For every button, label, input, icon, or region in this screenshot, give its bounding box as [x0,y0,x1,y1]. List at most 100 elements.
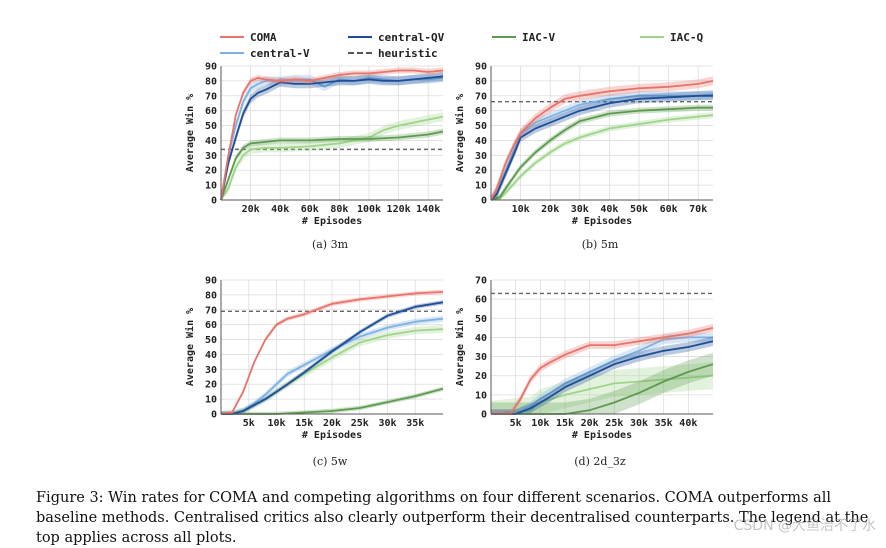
3m-xtick-60k: 60k [301,204,319,215]
subcaption-3m: (a) 3m [311,238,349,251]
subcaption-5m: (b) 5m [581,238,619,251]
5w-xtick-20k: 20k [323,418,341,429]
legend-swatch-heuristic [348,52,372,54]
5m-ytick-30: 30 [475,151,487,162]
3m-ytick-70: 70 [205,91,217,102]
legend-item-central-qv: central-QV [348,30,444,44]
5m-ytick-70: 70 [475,91,487,102]
3m-xtick-40k: 40k [271,204,289,215]
5m-line-coma [490,80,714,201]
5w-xlabel: # Episodes [302,429,362,441]
3m-ytick-30: 30 [205,151,217,162]
3m-xtick-80k: 80k [330,204,348,215]
3m-xtick-140k: 140k [416,204,440,215]
5w-ylabel: Average Win % [184,308,196,386]
2d-3z-xtick-35k: 35k [655,418,673,429]
3m-line-coma [220,69,444,201]
chart-5m: 0 10 20 30 40 50 60 70 80 90 10k 20k 30k 40k 50k 60k 70k… [448,60,748,260]
2d-3z-ytick-0: 0 [481,410,487,421]
5w-ytick-10: 10 [205,395,217,406]
3m-xtick-20k: 20k [242,204,260,215]
5m-line-central-qv [490,94,713,201]
5w-ytick-20: 20 [205,380,217,391]
2d-3z-xtick-25k: 25k [605,418,623,429]
2d-3z-xlabel: # Episodes [572,429,632,441]
2d-3z-band-central-qv [491,336,713,414]
5w-ytick-50: 50 [205,335,217,346]
5w-xtick-30k: 30k [378,418,396,429]
legend-swatch-central-qv [348,36,372,38]
2d-3z-xtick-10k: 10k [531,418,549,429]
legend: COMA central-V central-QV heuristic IAC-… [220,30,740,60]
legend-label-iac-v: IAC-V [522,30,556,44]
legend-item-central-v: central-V [220,46,310,60]
legend-item-coma: COMA [220,30,277,44]
5w-xtick-10k: 10k [267,418,285,429]
subcaption-2d-3z: (d) 2d_3z [574,455,626,468]
5m-line-iac-q [490,114,714,201]
5m-line-central-v [490,93,714,201]
5w-line-coma [220,291,444,415]
2d-3z-xtick-20k: 20k [581,418,599,429]
2d-3z-xtick-30k: 30k [630,418,648,429]
5m-ytick-50: 50 [475,121,487,132]
legend-label-heuristic: heuristic [378,46,438,60]
3m-ytick-20: 20 [205,166,217,177]
5m-band-coma [491,76,713,200]
subcaption-5w: (c) 5w [312,455,348,468]
legend-label-central-qv: central-QV [378,30,445,44]
5m-ytick-40: 40 [475,136,487,147]
3m-ytick-0: 0 [211,196,217,207]
chart-5w: 0 10 20 30 40 50 60 70 80 90 5k 10k 15k 20k 25k 30k 35k #… [178,274,478,474]
5m-ylabel: Average Win % [454,94,466,172]
5w-xtick-35k: 35k [406,418,424,429]
5m-xtick-30k: 30k [571,204,589,215]
5m-xtick-40k: 40k [600,204,618,215]
legend-swatch-iac-q [640,36,664,38]
5m-line-iac-v [490,106,713,201]
5m-ytick-60: 60 [475,106,487,117]
figure-caption: Figure 3: Win rates for COMA and competi… [36,490,869,546]
5m-band-iac-q [491,112,713,200]
chart-2d-3z-svg: 0 10 20 30 40 50 60 70 5k 10k 15k 20k 25k 30k 35k 40k # … [454,276,714,441]
chart-5w-svg: 0 10 20 30 40 50 60 70 80 90 5k 10k 15k 20k 25k 30k 35k #… [184,276,444,441]
legend-item-iac-v: IAC-V [492,30,555,44]
2d-3z-ytick-50: 50 [475,314,487,325]
5w-ytick-30: 30 [205,365,217,376]
5w-ytick-70: 70 [205,305,217,316]
legend-label-iac-q: IAC-Q [670,30,704,44]
5m-xtick-10k: 10k [512,204,530,215]
chart-3m: 0 10 20 30 40 50 60 70 80 90 20k 40k 60k 80k 100k 120k 1… [178,60,478,260]
2d-3z-ytick-30: 30 [475,352,487,363]
legend-item-iac-q: IAC-Q [640,30,703,44]
5w-xtick-25k: 25k [351,418,369,429]
5m-xtick-20k: 20k [541,204,559,215]
5m-ytick-0: 0 [481,196,487,207]
5w-ytick-90: 90 [205,276,217,287]
3m-ytick-40: 40 [205,136,217,147]
5m-ytick-90: 90 [475,62,487,73]
2d-3z-ytick-20: 20 [475,371,487,382]
5w-ytick-40: 40 [205,350,217,361]
5w-line-central-qv [221,301,444,415]
legend-swatch-iac-v [492,36,516,38]
3m-ytick-50: 50 [205,121,217,132]
5w-xtick-15k: 15k [295,418,313,429]
3m-line-central-qv [220,75,444,201]
5m-xlabel: # Episodes [572,215,632,227]
3m-xlabel: # Episodes [302,215,362,227]
5w-ytick-80: 80 [205,290,217,301]
3m-line-iac-v [220,130,444,201]
3m-xtick-100k: 100k [357,204,381,215]
legend-item-heuristic: heuristic [348,46,438,60]
5m-xtick-50k: 50k [630,204,648,215]
3m-xtick-120k: 120k [387,204,411,215]
5m-ytick-20: 20 [475,166,487,177]
chart-3m-svg: 0 10 20 30 40 50 60 70 80 90 20k 40k 60k 80k 100k 120k 1… [184,62,444,227]
chart-5m-svg: 0 10 20 30 40 50 60 70 80 90 10k 20k 30k 40k 50k 60k 70k… [454,62,714,227]
chart-2d-3z: 0 10 20 30 40 50 60 70 5k 10k 15k 20k 25k 30k 35k 40k # … [448,274,748,474]
5m-xtick-70k: 70k [689,204,707,215]
3m-ytick-10: 10 [205,181,217,192]
2d-3z-band-central-v [491,332,713,414]
5w-ytick-0: 0 [211,410,217,421]
